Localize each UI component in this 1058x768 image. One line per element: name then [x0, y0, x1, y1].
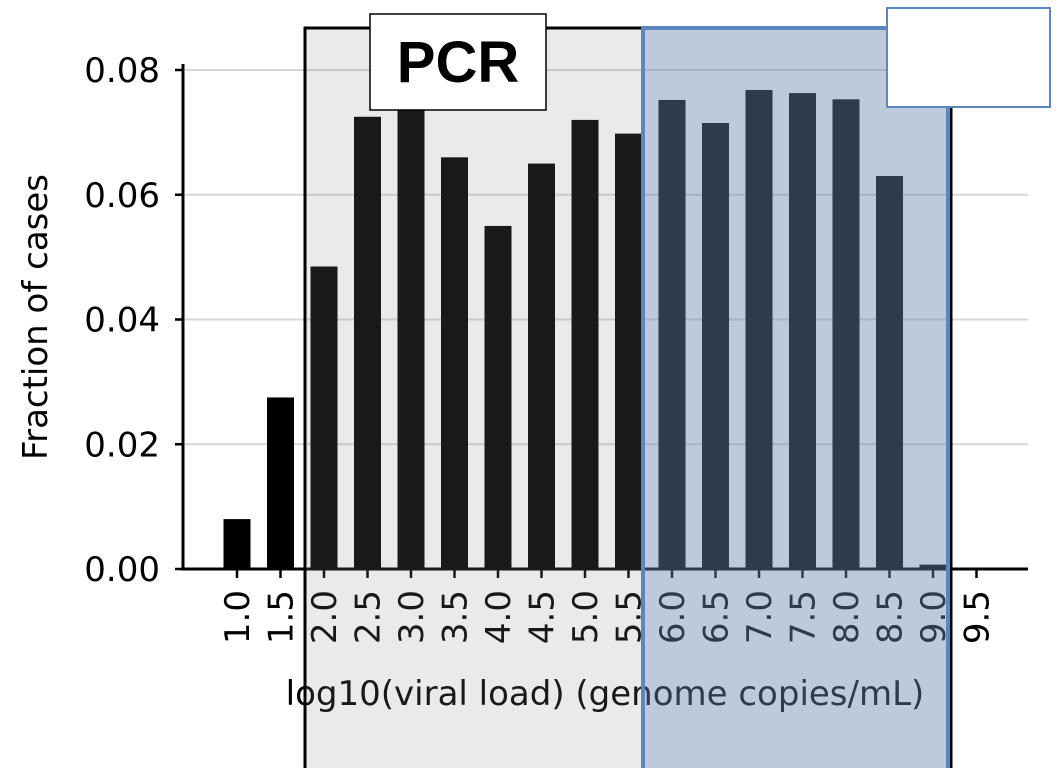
x-tick-label: 2.0 — [305, 590, 345, 644]
bars — [223, 89, 947, 570]
highlight-region — [641, 26, 950, 768]
x-tick-label: 5.0 — [566, 590, 606, 644]
x-tick-label: 3.0 — [392, 590, 432, 644]
bar — [267, 397, 294, 569]
y-tick-label: 0.00 — [84, 550, 160, 590]
pcr-region — [303, 26, 953, 768]
x-tick-label: 6.0 — [653, 590, 693, 644]
x-tick-label: 8.0 — [827, 590, 867, 644]
x-tick-label: 2.5 — [349, 590, 389, 644]
bar — [310, 266, 338, 569]
legend-box — [886, 7, 1051, 108]
x-tick-label: 4.0 — [479, 590, 519, 644]
bar — [745, 89, 773, 570]
bar — [223, 519, 251, 569]
x-tick-label: 9.5 — [958, 590, 998, 644]
bar — [397, 98, 425, 569]
x-axis-title: log10(viral load) (genome copies/mL) — [286, 674, 925, 714]
y-tick-label: 0.06 — [84, 176, 160, 216]
x-tick-label: 6.5 — [697, 590, 737, 644]
bar — [658, 99, 686, 569]
bar — [789, 93, 816, 570]
bar — [571, 119, 599, 570]
y-ticks: 0.00 0.02 0.04 0.06 0.08 — [84, 51, 183, 590]
x-tick-label: 7.5 — [784, 590, 824, 644]
x-tick-label: 8.5 — [871, 590, 911, 644]
bar — [528, 163, 555, 569]
bar — [441, 157, 468, 569]
bar — [615, 133, 642, 569]
bar — [832, 99, 860, 569]
pcr-label: PCR — [397, 30, 519, 95]
bar — [876, 176, 903, 569]
x-tick-label: 4.5 — [523, 590, 563, 644]
bar — [354, 116, 381, 569]
pcr-label-box — [369, 13, 547, 111]
bar — [919, 564, 947, 569]
y-tick-label: 0.08 — [84, 51, 160, 91]
y-tick-label: 0.04 — [84, 301, 160, 341]
x-tick-label: 7.0 — [740, 590, 780, 644]
y-tick-label: 0.02 — [84, 425, 160, 465]
x-tick-label: 1.0 — [218, 590, 258, 644]
x-tick-label: 3.5 — [436, 590, 476, 644]
x-ticks: 1.0 1.5 2.0 2.5 3.0 3.5 4.0 4.5 5.0 5.5 6.0 6.5 7.0 7… — [218, 569, 998, 644]
bar — [702, 123, 729, 570]
x-tick-label: 1.5 — [262, 590, 302, 644]
bar — [484, 225, 512, 569]
y-axis-title: Fraction of cases — [16, 174, 56, 460]
